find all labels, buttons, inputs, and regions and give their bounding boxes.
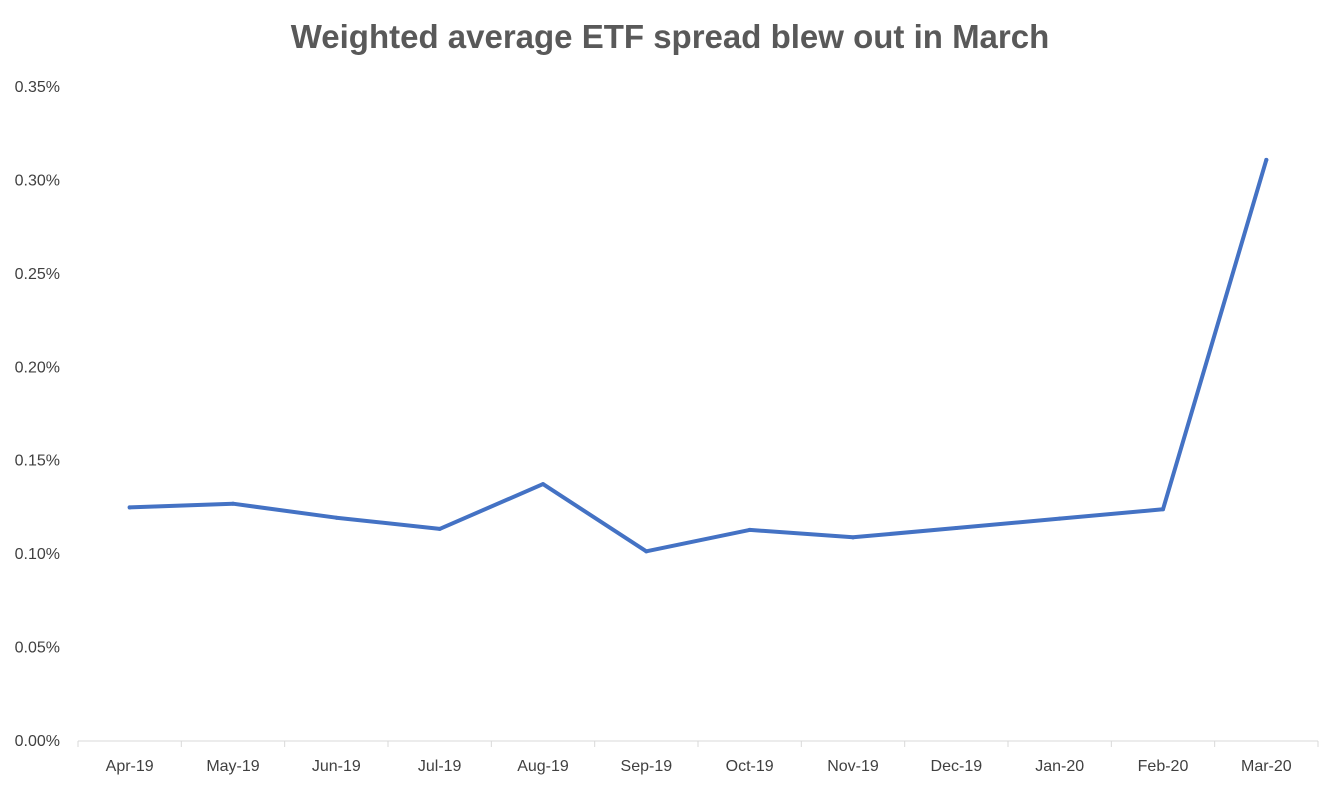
x-tick-label: Dec-19 (931, 758, 983, 775)
y-tick-label: 0.05% (15, 640, 60, 657)
x-tick-label: Nov-19 (827, 758, 879, 775)
x-tick-label: Jun-19 (312, 758, 361, 775)
x-tick-label: Jan-20 (1035, 758, 1084, 775)
x-tick-label: Jul-19 (418, 758, 462, 775)
data-point (1264, 157, 1269, 162)
data-point (851, 535, 855, 540)
y-tick-label: 0.30% (15, 172, 60, 189)
y-tick-label: 0.00% (15, 733, 60, 750)
x-axis-tick-marks (77, 741, 1319, 747)
data-point (954, 525, 959, 530)
y-tick-label: 0.10% (15, 546, 60, 563)
series-line (127, 157, 1269, 554)
data-point (747, 527, 752, 532)
data-point (644, 549, 649, 554)
chart-title: Weighted average ETF spread blew out in … (290, 18, 1050, 55)
x-axis-tick-labels: Apr-19 May-19 Jun-19 Jul-19 Aug-19 Sep-19 Oct-… (106, 758, 1292, 775)
data-point (541, 482, 545, 487)
y-tick-label: 0.25% (15, 266, 60, 283)
x-tick-label: Aug-19 (517, 758, 569, 775)
x-tick-label: Oct-19 (726, 758, 774, 775)
data-point (1161, 507, 1165, 512)
y-tick-label: 0.20% (15, 359, 60, 376)
x-tick-label: Feb-20 (1138, 758, 1189, 775)
x-tick-label: Sep-19 (621, 758, 673, 775)
data-points (127, 157, 1269, 554)
data-point (127, 505, 132, 510)
data-point (231, 501, 235, 506)
x-tick-label: Mar-20 (1241, 758, 1292, 775)
data-point (334, 515, 339, 520)
y-tick-label: 0.35% (15, 79, 60, 96)
x-tick-label: May-19 (206, 758, 259, 775)
y-tick-label: 0.15% (15, 453, 60, 470)
y-axis-tick-labels: 0.00% 0.05% 0.10% 0.15% 0.20% 0.25% 0.30% 0.35% (15, 79, 60, 750)
x-tick-label: Apr-19 (106, 758, 154, 775)
data-point (437, 526, 442, 531)
data-point (1057, 516, 1062, 521)
